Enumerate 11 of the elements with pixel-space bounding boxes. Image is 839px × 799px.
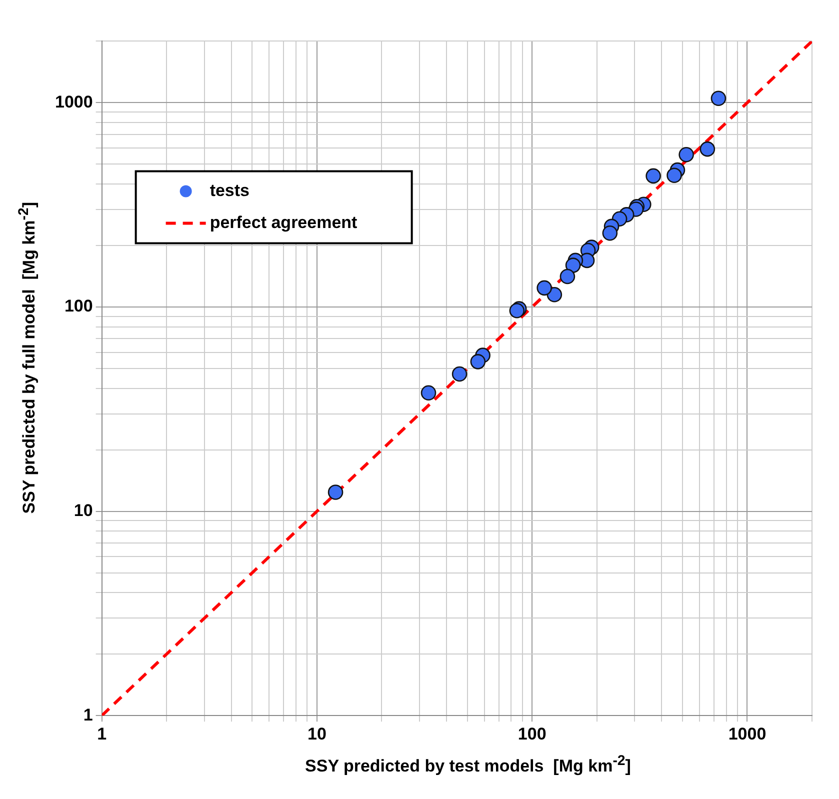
x-tick-label: 10 [307,724,326,744]
y-tick-label: 1000 [54,92,93,112]
legend-label: perfect agreement [210,212,358,232]
legend-label: tests [210,180,250,200]
y-tick-label: 1 [83,705,93,724]
x-axis-title: SSY predicted by test models [Mg km$^{-2}$] [304,753,632,777]
y-tick-label: 10 [74,500,93,520]
x-tick-label: 1000 [728,724,766,744]
x-tick-label: 100 [518,724,546,744]
x-tick-label: 1 [97,724,107,744]
y-tick-label: 100 [64,296,93,316]
